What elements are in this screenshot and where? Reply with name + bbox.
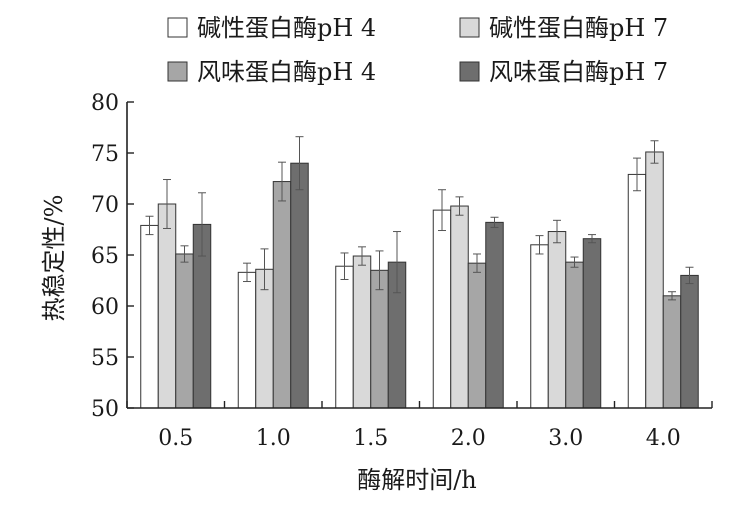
error-bar bbox=[553, 219, 561, 244]
x-tick-label: 4.0 bbox=[646, 426, 681, 451]
legend-swatch bbox=[167, 61, 188, 82]
legend-swatch bbox=[459, 61, 480, 82]
bar bbox=[467, 262, 487, 409]
legend-swatch bbox=[459, 17, 480, 38]
error-bar bbox=[260, 248, 269, 291]
y-tick-label: 55 bbox=[91, 346, 119, 371]
error-bar bbox=[455, 196, 464, 216]
bar bbox=[450, 205, 469, 409]
error-bar bbox=[358, 246, 366, 266]
bar bbox=[627, 173, 647, 409]
bar bbox=[290, 162, 309, 409]
error-bar bbox=[243, 262, 251, 283]
bar bbox=[662, 295, 682, 409]
y-tick-label: 60 bbox=[91, 295, 119, 320]
bar bbox=[565, 261, 584, 409]
x-tick-label: 1.5 bbox=[353, 426, 388, 451]
y-tick-label: 70 bbox=[91, 193, 119, 218]
legend: 碱性蛋白酶pH 4 碱性蛋白酶pH 7 风味蛋白酶pH 4 风味蛋白酶pH 7 bbox=[167, 14, 668, 86]
bar bbox=[352, 255, 372, 409]
legend-label: 碱性蛋白酶pH 7 bbox=[489, 14, 668, 42]
legend-item: 风味蛋白酶pH 7 bbox=[459, 58, 668, 86]
error-bar bbox=[163, 179, 171, 229]
plot-area bbox=[140, 136, 699, 409]
y-tick-label: 50 bbox=[91, 397, 119, 422]
bar bbox=[680, 274, 699, 409]
error-bar bbox=[535, 235, 544, 255]
legend-swatch bbox=[167, 17, 188, 38]
x-axis-label: 酶解时间/h bbox=[357, 466, 477, 494]
error-bar bbox=[588, 234, 596, 244]
legend-label: 风味蛋白酶pH 7 bbox=[489, 58, 668, 86]
x-tick-label: 1.0 bbox=[256, 426, 291, 451]
bar bbox=[547, 231, 567, 409]
x-tick-label: 3.0 bbox=[548, 426, 583, 451]
error-bar bbox=[145, 215, 154, 236]
bar bbox=[370, 269, 389, 409]
error-bar bbox=[278, 161, 286, 202]
error-bar bbox=[180, 245, 189, 263]
error-bar bbox=[685, 266, 694, 285]
y-tick-label: 80 bbox=[91, 91, 119, 116]
error-bar bbox=[490, 216, 499, 228]
error-bar bbox=[375, 250, 384, 291]
error-bar bbox=[438, 189, 446, 232]
error-bar bbox=[295, 136, 304, 191]
x-axis: 0.5 1.0 1.5 2.0 3.0 4.0 bbox=[126, 401, 713, 451]
bar bbox=[432, 209, 452, 409]
x-tick-label: 0.5 bbox=[158, 426, 193, 451]
bar bbox=[140, 224, 159, 409]
legend-item: 风味蛋白酶pH 4 bbox=[167, 58, 376, 86]
y-tick-label: 75 bbox=[91, 142, 119, 167]
legend-label: 风味蛋白酶pH 4 bbox=[197, 58, 376, 86]
bar bbox=[175, 253, 194, 409]
legend-label: 碱性蛋白酶pH 4 bbox=[197, 14, 376, 42]
error-bar bbox=[198, 192, 206, 257]
error-bar bbox=[633, 157, 641, 192]
y-axis: 50 55 60 65 70 75 80 bbox=[91, 91, 134, 422]
legend-item: 碱性蛋白酶pH 4 bbox=[167, 14, 376, 42]
y-tick-label: 65 bbox=[91, 244, 119, 269]
error-bar bbox=[668, 291, 676, 301]
error-bar bbox=[473, 253, 481, 273]
bar bbox=[335, 265, 354, 409]
bar bbox=[157, 203, 177, 409]
bar bbox=[237, 271, 257, 409]
y-axis-label: 热稳定性/% bbox=[40, 195, 68, 322]
error-bar bbox=[340, 252, 349, 280]
error-bar bbox=[570, 256, 579, 268]
x-tick-label: 2.0 bbox=[451, 426, 486, 451]
bar bbox=[582, 238, 602, 409]
error-bar bbox=[393, 231, 401, 294]
bar bbox=[645, 151, 664, 409]
legend-item: 碱性蛋白酶pH 7 bbox=[459, 14, 668, 42]
bar bbox=[530, 244, 549, 409]
bar bbox=[272, 181, 292, 409]
bar bbox=[485, 221, 504, 409]
error-bar bbox=[650, 140, 659, 164]
